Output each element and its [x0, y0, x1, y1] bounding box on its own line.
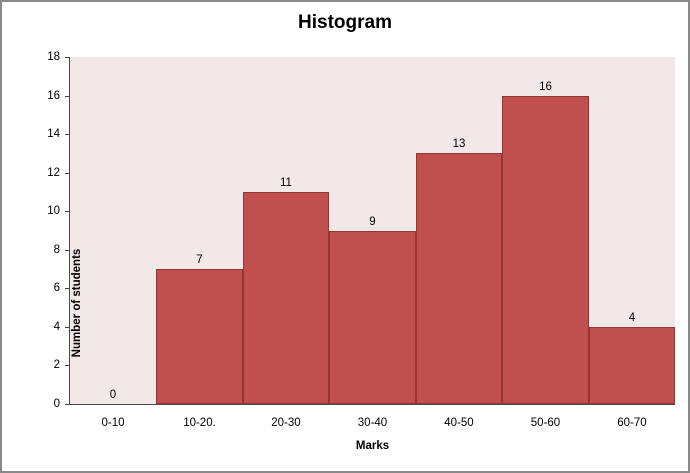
y-axis-tick	[65, 211, 70, 212]
bar-40-50	[416, 153, 502, 404]
bar-50-60	[502, 96, 589, 404]
y-tick-label: 12	[47, 167, 60, 179]
y-tick-label: 18	[47, 51, 60, 63]
y-axis-tick	[65, 57, 70, 58]
x-category-label: 30-40	[357, 417, 388, 429]
bar-value-label: 7	[196, 254, 203, 266]
x-category-label: 60-70	[617, 417, 647, 429]
x-category-label: 50-60	[530, 417, 561, 429]
y-axis-tick	[65, 250, 70, 251]
y-axis-title: Number of students	[71, 248, 83, 358]
x-category-label: 20-30	[271, 417, 301, 429]
bar-value-label: 9	[369, 216, 376, 228]
y-tick-label: 4	[53, 321, 60, 333]
bar-value-label: 0	[109, 389, 117, 401]
plot-area: Number of students 0 0-10 7 10-20. 11 20-30 9 3…	[47, 51, 675, 429]
bar-value-label: 16	[539, 81, 552, 93]
x-axis-line	[69, 404, 675, 405]
x-category-label: 0-10	[101, 417, 125, 429]
y-tick-label: 6	[53, 282, 60, 294]
x-axis-title: Marks	[355, 440, 390, 452]
y-axis-tick	[65, 365, 70, 366]
y-axis-tick	[65, 404, 70, 405]
x-category-label: 40-50	[444, 417, 474, 429]
bar-value-label: 4	[628, 312, 636, 324]
y-tick-label: 14	[47, 128, 60, 140]
y-axis-tick	[65, 327, 70, 328]
y-tick-label: 16	[47, 90, 60, 102]
y-tick-label: 2	[53, 359, 60, 371]
bar-30-40	[329, 231, 416, 404]
y-axis-tick	[65, 288, 70, 289]
bar-value-label: 11	[280, 177, 292, 189]
y-axis-tick	[65, 173, 70, 174]
y-tick-label: 10	[47, 205, 60, 217]
x-category-label: 10-20.	[183, 417, 216, 429]
chart-title: Histogram	[298, 12, 392, 33]
bar-20-30	[243, 192, 329, 404]
y-tick-label: 8	[53, 244, 60, 256]
bar-value-label: 13	[452, 138, 466, 150]
y-tick-label: 0	[53, 398, 60, 410]
bar-60-70	[589, 327, 675, 404]
bar-10-20.	[156, 269, 243, 404]
y-axis-tick	[65, 134, 70, 135]
y-axis-tick	[65, 96, 70, 97]
y-axis-line	[69, 57, 70, 405]
